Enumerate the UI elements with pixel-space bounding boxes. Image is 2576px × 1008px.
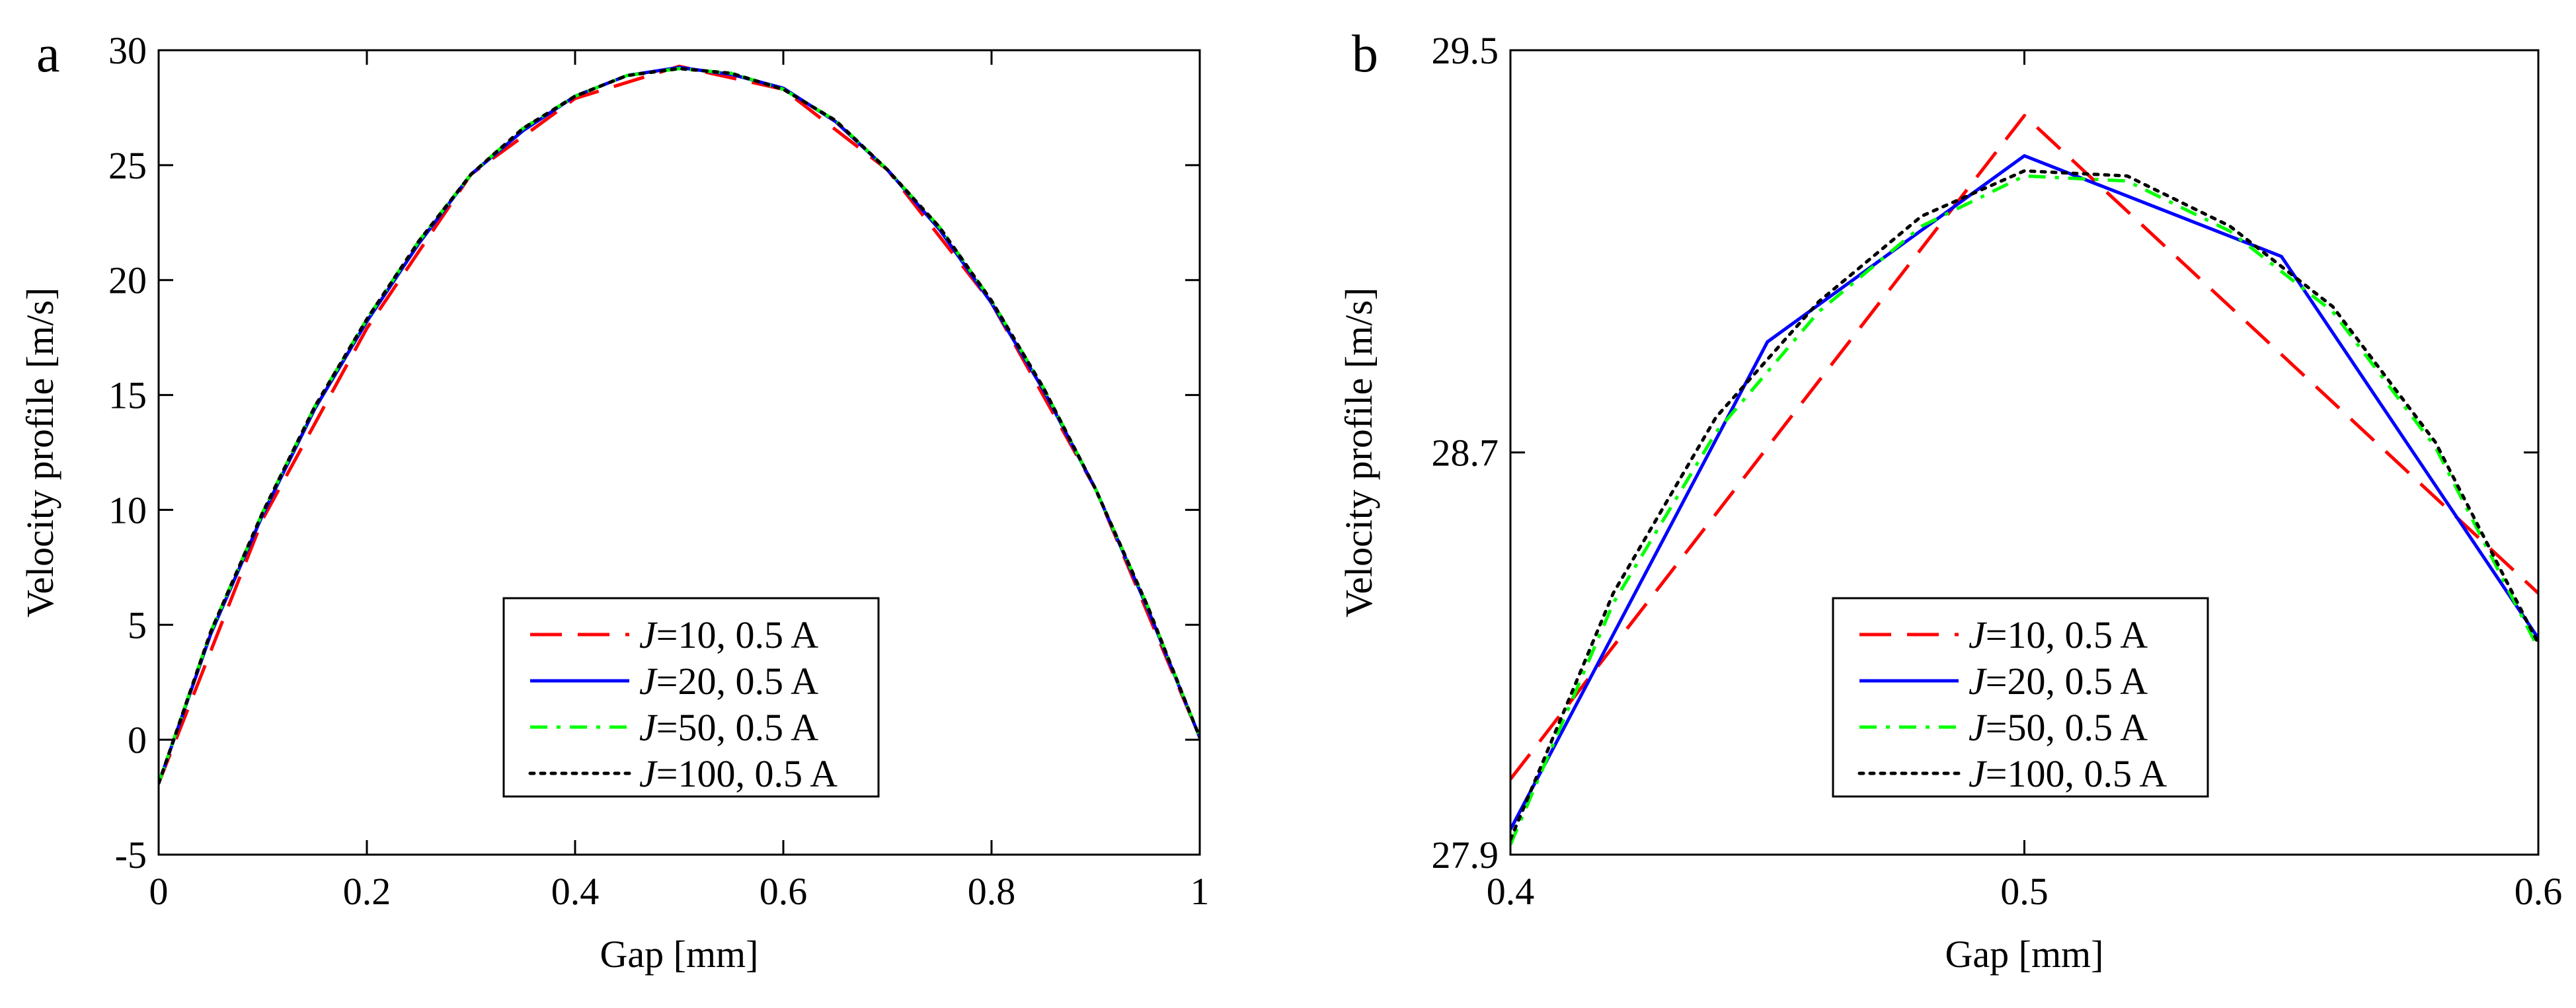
legend-italic-var: J <box>639 660 658 703</box>
y-tick-label: 28.7 <box>1432 432 1499 475</box>
legend-entry-3: J=50, 0.5 A <box>1969 706 2148 749</box>
axes-box <box>157 49 1201 856</box>
x-tick-label: 0.6 <box>2515 870 2563 913</box>
panel-label: b <box>1352 25 1378 83</box>
legend-entry-3: J=50, 0.5 A <box>639 706 818 749</box>
legend-italic-var: J <box>1969 613 1988 656</box>
y-tick-label: 0 <box>128 718 147 761</box>
legend-italic-var: J <box>639 752 658 795</box>
x-tick-label: 0.4 <box>551 870 600 913</box>
legend-box <box>502 597 880 798</box>
x-tick-label: 0.5 <box>2000 870 2049 913</box>
x-axis-label: Gap [mm] <box>1945 933 2104 976</box>
x-axis-label: Gap [mm] <box>600 933 759 976</box>
series-line-3 <box>159 67 1200 785</box>
y-axis-label: Velocity profile [m/s] <box>1337 288 1380 617</box>
legend-text: =20, 0.5 A <box>1986 660 2148 703</box>
legend-text: =100, 0.5 A <box>1986 752 2167 795</box>
x-tick-label: 0.8 <box>968 870 1016 913</box>
legend-text: =50, 0.5 A <box>656 706 819 749</box>
y-tick-label: -5 <box>115 834 147 876</box>
series-line-1 <box>1510 114 2538 781</box>
series-line-3 <box>1510 174 2538 845</box>
series-group <box>1510 114 2538 845</box>
y-tick-label: 10 <box>108 488 147 531</box>
x-tick-label: 0.6 <box>760 870 808 913</box>
legend: J=10, 0.5 AJ=20, 0.5 AJ=50, 0.5 AJ=100, … <box>1832 597 2209 798</box>
y-tick-label: 15 <box>108 374 147 417</box>
y-tick-label: 30 <box>108 29 147 72</box>
legend-italic-var: J <box>639 706 658 749</box>
y-tick-label: 27.9 <box>1432 834 1499 876</box>
legend: J=10, 0.5 AJ=20, 0.5 AJ=50, 0.5 AJ=100, … <box>502 597 880 798</box>
y-tick-label: 5 <box>128 603 147 646</box>
legend-italic-var: J <box>639 613 658 656</box>
legend-italic-var: J <box>1969 706 1988 749</box>
series-group <box>159 64 1200 785</box>
legend-text: =10, 0.5 A <box>656 613 819 656</box>
x-tick-label: 1 <box>1190 870 1210 913</box>
legend-entry-4: J=100, 0.5 A <box>1969 752 2167 795</box>
x-tick-label: 0 <box>149 870 169 913</box>
legend-entry-1: J=10, 0.5 A <box>639 613 818 656</box>
legend-text: =100, 0.5 A <box>656 752 838 795</box>
legend-box <box>1832 597 2209 798</box>
panel-label: a <box>36 25 60 83</box>
y-tick-label: 20 <box>108 259 147 302</box>
legend-entry-2: J=20, 0.5 A <box>1969 660 2148 703</box>
x-tick-label: 0.4 <box>1487 870 1535 913</box>
series-line-2 <box>1510 154 2538 831</box>
chart-panel-b: 0.4 0.5 0.6 27.9 28.7 29.5 Gap [mm] Velocity pr… <box>1337 25 2562 976</box>
legend-text: =20, 0.5 A <box>656 660 819 703</box>
y-axis-label: Velocity profile [m/s] <box>19 288 61 617</box>
legend-entry-4: J=100, 0.5 A <box>639 752 838 795</box>
legend-italic-var: J <box>1969 752 1988 795</box>
legend-text: =10, 0.5 A <box>1986 613 2148 656</box>
legend-text: =50, 0.5 A <box>1986 706 2148 749</box>
series-line-4 <box>1510 169 2538 841</box>
x-tick-label: 0.2 <box>343 870 391 913</box>
legend-italic-var: J <box>1969 660 1988 703</box>
legend-entry-1: J=10, 0.5 A <box>1969 613 2148 656</box>
legend-entry-2: J=20, 0.5 A <box>639 660 818 703</box>
y-tick-label: 29.5 <box>1432 29 1499 72</box>
y-tick-label: 25 <box>108 144 147 187</box>
